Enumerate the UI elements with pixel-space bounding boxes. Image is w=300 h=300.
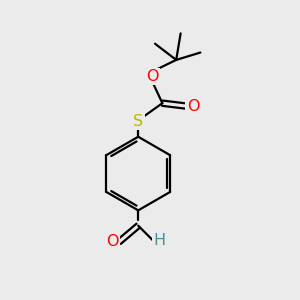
Text: S: S [133, 114, 143, 129]
Text: O: O [187, 99, 199, 114]
Text: O: O [106, 234, 119, 249]
Text: H: H [153, 233, 166, 248]
Text: O: O [146, 69, 158, 84]
